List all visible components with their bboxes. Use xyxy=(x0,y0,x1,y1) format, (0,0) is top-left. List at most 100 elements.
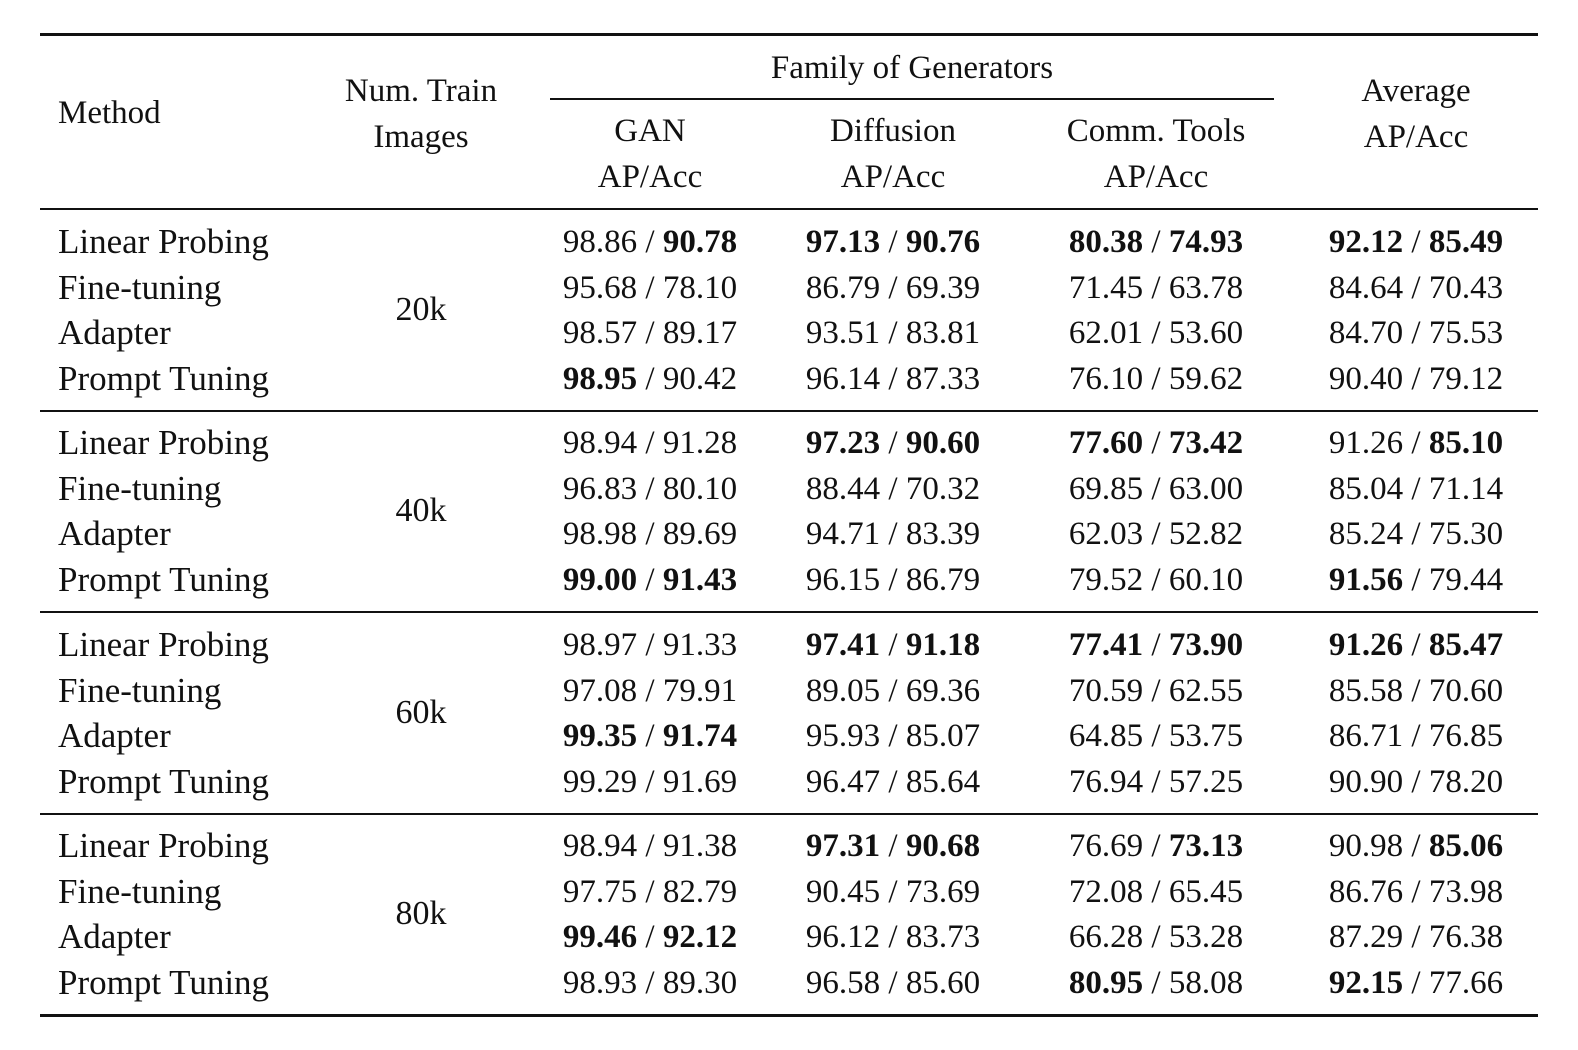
separator: / xyxy=(1403,873,1429,910)
cell-diffusion: 97.23 / 90.60 xyxy=(778,420,1008,466)
cell-average: 90.90 / 78.20 xyxy=(1298,759,1534,805)
separator: / xyxy=(1403,763,1429,800)
ap-value: 99.46 xyxy=(562,919,638,956)
ap-value: 95.93 xyxy=(805,718,881,755)
acc-value: 58.08 xyxy=(1168,964,1244,1001)
cell-gan: 98.93 / 89.30 xyxy=(530,960,770,1006)
header-average: Average AP/Acc xyxy=(1298,68,1534,160)
cell-average: 85.04 / 71.14 xyxy=(1298,466,1534,512)
ap-value: 86.71 xyxy=(1328,718,1404,755)
separator: / xyxy=(1143,919,1169,956)
cell-comm-tools: 70.59 / 62.55 xyxy=(1036,668,1276,714)
acc-value: 53.28 xyxy=(1168,919,1244,956)
cell-average: 91.56 / 79.44 xyxy=(1298,557,1534,603)
separator: / xyxy=(880,425,906,461)
separator: / xyxy=(1403,516,1429,553)
acc-value: 60.10 xyxy=(1168,561,1244,598)
ap-value: 94.71 xyxy=(805,516,881,553)
ap-value: 95.68 xyxy=(562,269,638,306)
acc-value: 82.79 xyxy=(662,873,738,910)
ap-value: 77.60 xyxy=(1068,425,1144,461)
ap-value: 90.45 xyxy=(805,873,881,910)
cell-average: 91.26 / 85.10 xyxy=(1298,420,1534,466)
acc-value: 83.39 xyxy=(905,516,981,553)
separator: / xyxy=(1143,828,1169,864)
acc-value: 80.10 xyxy=(662,470,738,507)
method-label: Adapter xyxy=(58,917,171,957)
header-num-train-line1: Num. Train xyxy=(344,73,498,109)
ap-value: 90.98 xyxy=(1328,828,1404,864)
cell-gan: 99.46 / 92.12 xyxy=(530,914,770,960)
method-label: Prompt Tuning xyxy=(58,559,270,599)
acc-value: 53.75 xyxy=(1168,718,1244,755)
header-average-name: Average xyxy=(1361,73,1471,109)
acc-value: 85.60 xyxy=(905,964,981,1001)
separator: / xyxy=(880,627,906,663)
acc-value: 87.33 xyxy=(905,360,981,397)
acc-value: 79.12 xyxy=(1428,360,1504,397)
method-label: Adapter xyxy=(58,313,171,353)
num-train-images-60k: 60k xyxy=(395,694,447,732)
acc-value: 71.14 xyxy=(1428,470,1504,507)
acc-value: 63.00 xyxy=(1168,470,1244,507)
ap-value: 90.90 xyxy=(1328,763,1404,800)
acc-value: 89.69 xyxy=(662,516,738,553)
separator: / xyxy=(637,672,663,709)
ap-value: 96.47 xyxy=(805,763,881,800)
method-label: Fine-tuning xyxy=(58,468,222,508)
bottom-rule xyxy=(40,1014,1538,1017)
header-method: Method xyxy=(58,95,161,131)
cell-diffusion: 88.44 / 70.32 xyxy=(778,466,1008,512)
cell-average: 85.58 / 70.60 xyxy=(1298,668,1534,714)
ap-value: 62.01 xyxy=(1068,315,1144,352)
ap-value: 90.40 xyxy=(1328,360,1404,397)
ap-value: 89.05 xyxy=(805,672,881,709)
ap-value: 98.97 xyxy=(562,627,638,663)
separator: / xyxy=(1403,672,1429,709)
num-train-images-80k: 80k xyxy=(395,895,447,933)
separator: / xyxy=(1143,224,1169,260)
acc-value: 73.69 xyxy=(905,873,981,910)
acc-value: 89.17 xyxy=(662,315,738,352)
acc-value: 85.06 xyxy=(1428,828,1504,864)
separator: / xyxy=(1403,718,1429,755)
cell-average: 90.40 / 79.12 xyxy=(1298,356,1534,402)
acc-value: 83.73 xyxy=(905,919,981,956)
separator: / xyxy=(637,763,663,800)
header-gan-name: GAN xyxy=(614,113,686,149)
acc-value: 76.85 xyxy=(1428,718,1504,755)
cell-comm-tools: 80.38 / 74.93 xyxy=(1036,219,1276,265)
ap-value: 64.85 xyxy=(1068,718,1144,755)
cell-diffusion: 90.45 / 73.69 xyxy=(778,869,1008,915)
cell-comm-tools: 66.28 / 53.28 xyxy=(1036,914,1276,960)
separator: / xyxy=(637,516,663,553)
ap-value: 70.59 xyxy=(1068,672,1144,709)
separator: / xyxy=(880,561,906,598)
cell-diffusion: 95.93 / 85.07 xyxy=(778,713,1008,759)
ap-value: 97.75 xyxy=(562,873,638,910)
separator: / xyxy=(880,763,906,800)
cell-average: 92.15 / 77.66 xyxy=(1298,960,1534,1006)
method-label: Linear Probing xyxy=(58,625,269,664)
separator: / xyxy=(1403,269,1429,306)
cell-diffusion: 93.51 / 83.81 xyxy=(778,310,1008,356)
cell-gan: 99.35 / 91.74 xyxy=(530,713,770,759)
separator: / xyxy=(1403,561,1429,598)
ap-value: 92.12 xyxy=(1328,224,1404,260)
ap-value: 98.94 xyxy=(562,425,638,461)
ap-value: 99.35 xyxy=(562,718,638,755)
ap-value: 99.00 xyxy=(562,561,638,598)
separator: / xyxy=(637,627,663,663)
separator: / xyxy=(1403,470,1429,507)
cell-comm-tools: 77.60 / 73.42 xyxy=(1036,420,1276,466)
header-num-train-line2: Images xyxy=(373,119,469,155)
cell-gan: 98.95 / 90.42 xyxy=(530,356,770,402)
separator: / xyxy=(637,873,663,910)
acc-value: 77.66 xyxy=(1428,964,1504,1001)
ap-value: 97.23 xyxy=(805,425,881,461)
family-subrule xyxy=(550,98,1274,100)
ap-value: 62.03 xyxy=(1068,516,1144,553)
separator: / xyxy=(880,718,906,755)
ap-value: 71.45 xyxy=(1068,269,1144,306)
acc-value: 90.78 xyxy=(662,224,738,260)
